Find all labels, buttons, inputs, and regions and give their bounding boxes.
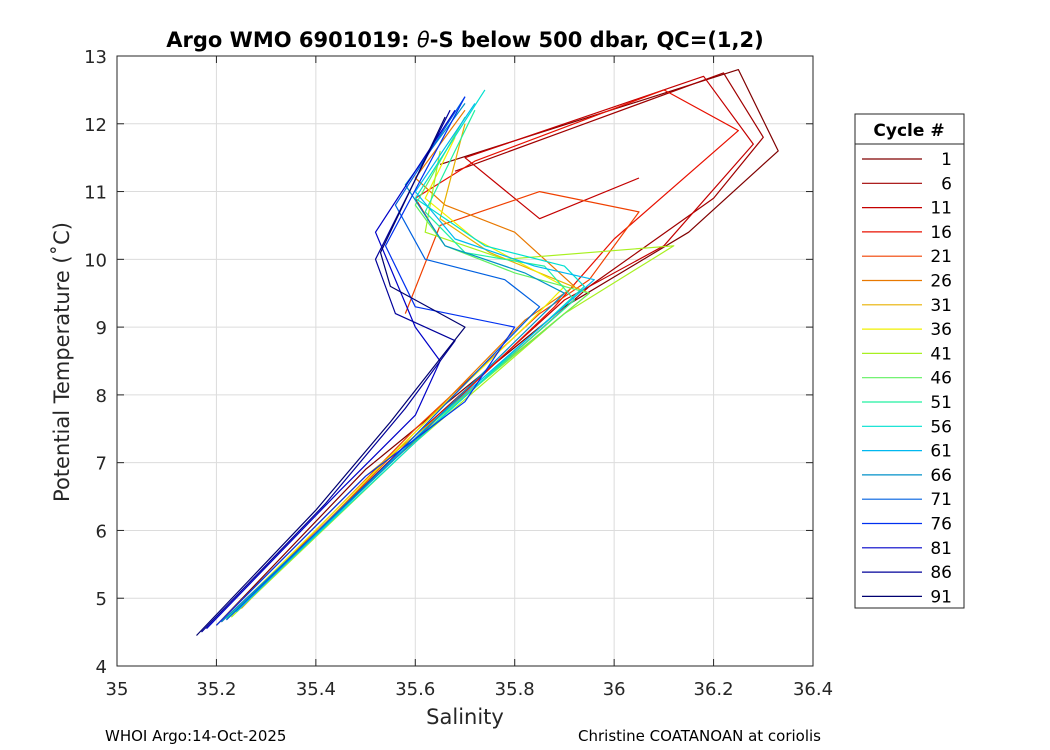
y-tick-label: 7 [96,454,107,475]
y-tick-label: 9 [96,318,107,339]
legend-label: 81 [930,539,952,559]
x-tick-label: 35.2 [196,679,236,700]
legend-label: 51 [930,393,952,413]
series-line-cycle-21 [235,191,640,613]
y-tick-label: 5 [96,589,107,610]
legend-label: 21 [930,247,952,267]
plot-area [117,56,813,666]
y-tick-label: 11 [84,183,107,204]
legend-label: 71 [930,490,952,510]
plot-frame [116,55,814,667]
series-line-cycle-76 [215,96,516,626]
x-axis-label: Salinity [426,705,504,729]
y-tick-label: 13 [84,47,107,68]
series-line-cycle-91 [196,116,466,636]
legend-box [854,113,965,609]
x-tick-label: 35.6 [395,679,435,700]
legend-label: 46 [930,369,952,389]
x-tick-label: 36.4 [793,679,833,700]
legend-label: 76 [930,515,952,535]
y-axis-ticks: 4 5 6 7 8 9 10 11 12 13 [84,47,813,678]
series-line-cycle-66 [220,103,565,623]
series-line-cycle-86 [201,109,456,633]
x-tick-label: 35 [106,679,129,700]
footer-right: Christine COATANOAN at coriolis [578,727,821,745]
legend-label: 31 [930,296,952,316]
series-line-cycle-71 [225,96,541,621]
legend-label: 61 [930,442,952,462]
chart-title: Argo WMO 6901019: θ-S below 500 dbar, QC… [166,28,763,52]
legend-label: 86 [930,563,952,583]
x-axis-ticks: 35 35.2 35.4 35.6 35.8 36 36.2 36.4 [106,56,833,700]
series-group [196,69,779,636]
series-line-cycle-26 [240,109,575,609]
legend-label: 36 [930,320,952,340]
legend-label: 26 [930,272,952,292]
x-tick-label: 35.4 [296,679,336,700]
legend-label: 56 [930,417,952,437]
legend-label: 11 [930,199,952,219]
legend-label: 1 [941,150,952,170]
y-axis-label: Potential Temperature (˚C) [50,222,74,502]
x-tick-label: 36 [603,679,626,700]
legend-label: 91 [930,587,952,607]
legend: Cycle # 16111621263136414651566166717681… [854,113,965,609]
legend-label: 16 [930,223,952,243]
series-line-cycle-1 [215,69,779,626]
legend-title: Cycle # [873,121,944,141]
legend-label: 6 [941,174,952,194]
y-tick-label: 6 [96,521,107,542]
series-line-cycle-16 [220,89,739,623]
legend-label: 41 [930,344,952,364]
y-tick-label: 4 [96,657,107,678]
x-tick-label: 35.8 [495,679,535,700]
legend-label: 66 [930,466,952,486]
y-tick-label: 12 [84,115,107,136]
y-tick-label: 8 [96,386,107,407]
series-line-cycle-56 [230,89,585,616]
footer-left: WHOI Argo:14-Oct-2025 [105,727,286,745]
y-tick-label: 10 [84,250,107,271]
x-tick-label: 36.2 [694,679,734,700]
